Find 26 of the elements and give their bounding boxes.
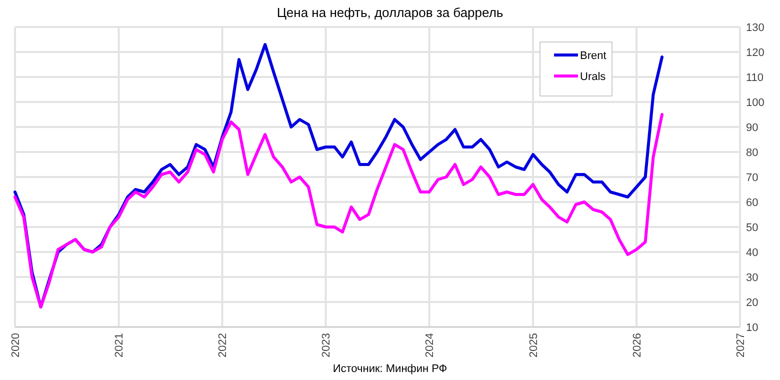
y-tick-label: 20 bbox=[746, 296, 758, 309]
x-tick-label: 2027 bbox=[734, 333, 747, 358]
y-tick-label: 60 bbox=[746, 196, 758, 209]
y-tick-label: 40 bbox=[746, 246, 758, 259]
y-tick-label: 100 bbox=[746, 96, 764, 109]
y-tick-label: 50 bbox=[746, 222, 758, 234]
y-tick-label: 120 bbox=[746, 46, 764, 59]
y-tick-label: 80 bbox=[746, 146, 758, 159]
y-tick-label: 110 bbox=[746, 72, 764, 84]
legend-label: Brent bbox=[580, 50, 606, 62]
x-tick-label: 2021 bbox=[114, 333, 126, 358]
line-series bbox=[14, 113, 664, 308]
y-tick-label: 130 bbox=[746, 22, 764, 34]
x-tick-label: 2020 bbox=[10, 333, 22, 358]
x-tick-label: 2023 bbox=[320, 333, 333, 358]
x-tick-label: 2025 bbox=[528, 333, 540, 358]
chart-title: Цена на нефть, долларов за баррель bbox=[276, 5, 504, 20]
x-tick-label: 2024 bbox=[424, 333, 436, 358]
y-tick-label: 70 bbox=[746, 172, 758, 184]
x-tick-label: 2026 bbox=[631, 333, 644, 358]
y-tick-label: 10 bbox=[746, 322, 758, 334]
text: Источник: Минфин РФ bbox=[332, 363, 448, 375]
x-tick-label: 2022 bbox=[217, 333, 230, 358]
y-tick-label: 90 bbox=[746, 122, 758, 134]
legend-label: Urals bbox=[580, 70, 606, 83]
y-tick-label: 30 bbox=[746, 272, 758, 284]
